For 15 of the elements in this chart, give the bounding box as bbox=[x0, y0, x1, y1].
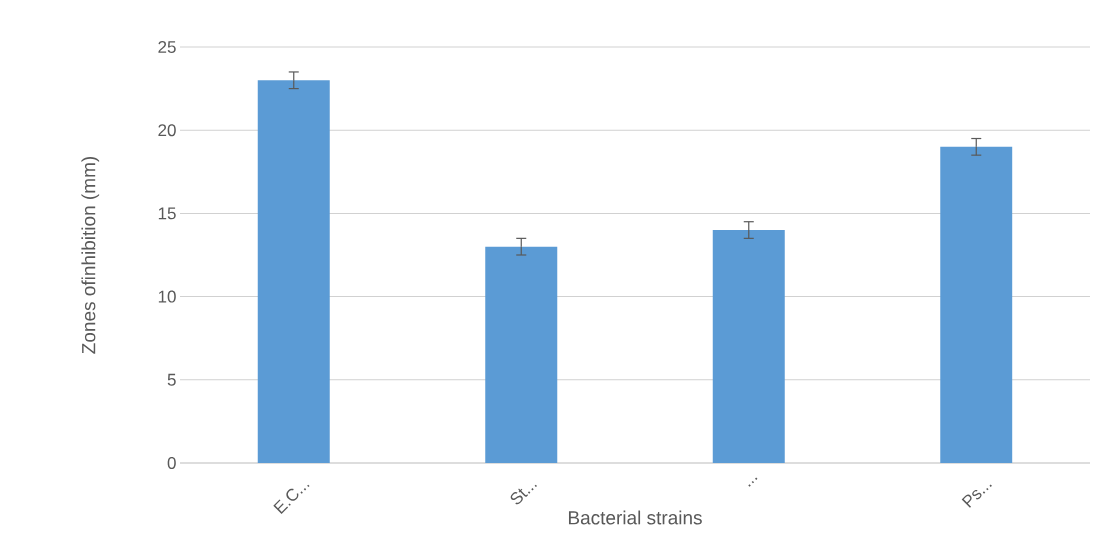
bar bbox=[485, 246, 558, 463]
x-tick-label: ... bbox=[748, 477, 758, 487]
y-tick-label: 5 bbox=[167, 373, 176, 386]
y-tick-label: 25 bbox=[158, 40, 176, 54]
y-tick-label: 15 bbox=[158, 207, 176, 220]
y-tick-label: 10 bbox=[158, 290, 176, 303]
y-tick-label: 0 bbox=[167, 456, 176, 470]
x-tick-label: St... bbox=[510, 484, 538, 505]
bar bbox=[257, 80, 330, 463]
x-tick-label: Ps... bbox=[961, 484, 992, 508]
bar bbox=[940, 146, 1013, 463]
y-axis-title: Zones ofinhibition (mm) bbox=[81, 156, 100, 354]
bar bbox=[712, 230, 785, 463]
y-tick-label: 20 bbox=[158, 124, 176, 137]
x-axis-title: Bacterial strains bbox=[568, 510, 702, 525]
